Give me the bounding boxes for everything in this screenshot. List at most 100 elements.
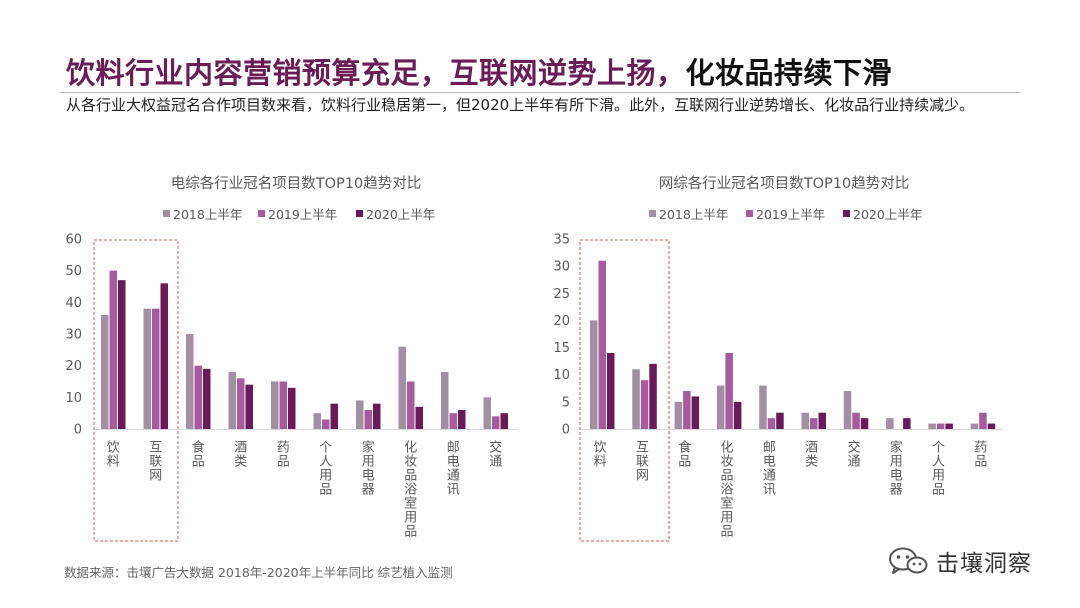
category-label: 邮电通讯	[760, 440, 776, 496]
brand-watermark: 击壤洞察	[888, 544, 1032, 578]
wechat-icon	[889, 547, 928, 574]
legend-swatch	[843, 210, 850, 217]
category-label: 互联网	[146, 440, 162, 482]
bar	[483, 397, 491, 429]
bar	[640, 380, 649, 429]
y-tick-label: 5	[562, 395, 570, 410]
bar	[860, 418, 869, 429]
bar	[101, 315, 109, 429]
bar	[683, 391, 691, 429]
bar	[203, 368, 211, 429]
bar	[322, 419, 330, 429]
y-tick-label: 50	[65, 264, 82, 279]
bar	[458, 410, 466, 429]
bar	[441, 372, 449, 429]
highlight-box	[93, 239, 179, 542]
y-tick-label: 0	[74, 423, 82, 438]
category-label: 化妆品浴室用品	[401, 440, 417, 538]
bar	[632, 369, 640, 429]
bar	[843, 391, 852, 429]
bar	[228, 372, 236, 429]
y-tick-label: 40	[65, 296, 82, 311]
y-tick-label: 10	[553, 368, 570, 383]
bar	[979, 412, 987, 429]
y-tick-label: 60	[65, 233, 82, 248]
bar	[109, 270, 117, 429]
bar	[776, 412, 784, 429]
category-label: 食品	[189, 439, 205, 468]
bar	[143, 308, 151, 429]
bar	[801, 412, 809, 429]
bar	[716, 385, 725, 429]
y-tick-label: 30	[553, 260, 570, 275]
legend-label: 2018上半年	[173, 207, 242, 222]
title-part-dark: 化妆品持续下滑	[685, 56, 893, 90]
brand-name: 击壤洞察	[936, 551, 1032, 577]
bar	[279, 381, 287, 429]
legend-label: 2019上半年	[756, 207, 825, 222]
bar	[373, 403, 381, 429]
title-part-highlight: 饮料行业内容营销预算充足，互联网逆势上扬，	[66, 56, 686, 90]
category-label: 个人用品	[316, 440, 332, 496]
bar	[987, 423, 996, 429]
bar	[818, 412, 826, 429]
y-tick-label: 25	[553, 287, 570, 302]
legend-label: 2020上半年	[853, 207, 922, 222]
bar	[271, 381, 279, 429]
category-label: 药品	[274, 440, 290, 468]
bar	[398, 346, 406, 429]
bar	[364, 410, 372, 429]
category-label: 药品	[971, 440, 987, 468]
bar	[415, 406, 423, 429]
category-label: 家用电器	[887, 439, 903, 496]
category-label: 交通	[844, 439, 860, 468]
bar	[590, 320, 598, 429]
bar	[492, 416, 500, 429]
bar	[237, 378, 245, 429]
chart-title: 电综各行业冠名项目数TOP10趋势对比	[171, 175, 421, 192]
chart-title: 网综各行业冠名项目数TOP10趋势对比	[659, 175, 909, 192]
legend-swatch	[746, 210, 753, 217]
bar	[936, 423, 945, 429]
bar	[194, 365, 202, 429]
y-tick-label: 0	[562, 423, 570, 438]
bar	[500, 413, 508, 429]
bar	[649, 363, 657, 429]
bar	[152, 308, 160, 429]
bar	[886, 418, 894, 429]
bar	[759, 385, 767, 429]
bar	[691, 396, 700, 429]
bar	[725, 353, 733, 429]
category-label: 互联网	[633, 440, 649, 482]
category-label: 化妆品浴室用品	[718, 440, 734, 538]
data-source-note: 数据来源：击壤广告大数据 2018年-2020年上半年同比 综艺植入监测	[64, 565, 453, 580]
y-tick-label: 15	[553, 341, 570, 356]
bar	[970, 423, 979, 429]
category-label: 酒类	[802, 440, 818, 468]
legend-label: 2019上半年	[268, 207, 337, 222]
bar	[407, 381, 415, 429]
bar	[288, 387, 296, 429]
bar	[607, 353, 615, 429]
legend-label: 2020上半年	[366, 207, 435, 222]
legend-swatch	[163, 210, 170, 217]
legend-swatch	[356, 210, 363, 217]
bar	[186, 334, 194, 429]
bar	[903, 418, 911, 429]
y-tick-label: 20	[553, 314, 570, 329]
category-label: 家用电器	[359, 439, 375, 496]
legend-swatch	[258, 210, 265, 217]
legend-swatch	[649, 210, 656, 217]
bar	[674, 401, 683, 429]
y-tick-label: 30	[65, 328, 82, 343]
bar	[330, 403, 338, 429]
y-tick-label: 10	[65, 391, 82, 406]
bar	[767, 418, 776, 429]
bar	[160, 283, 168, 429]
legend-label: 2018上半年	[659, 207, 728, 222]
bar	[449, 413, 457, 429]
bar	[598, 260, 606, 429]
category-label: 饮料	[591, 440, 607, 468]
